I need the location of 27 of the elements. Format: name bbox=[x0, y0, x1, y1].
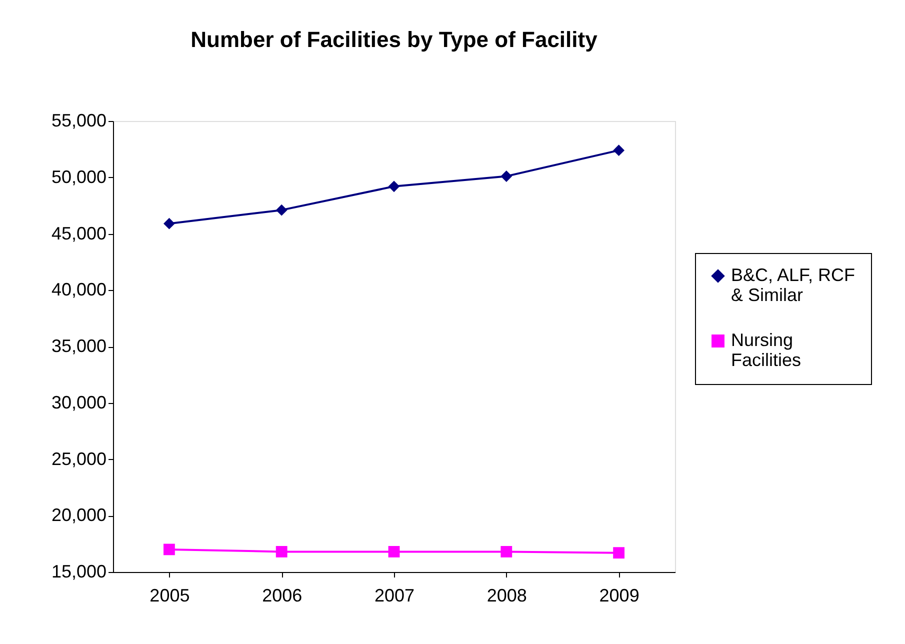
x-tick-label: 2006 bbox=[262, 586, 302, 606]
y-tick-label: 50,000 bbox=[51, 166, 106, 187]
y-tick-label: 20,000 bbox=[51, 505, 106, 526]
x-tick-label: 2007 bbox=[374, 586, 415, 606]
x-tick-label: 2009 bbox=[599, 586, 640, 606]
y-tick-label: 15,000 bbox=[51, 562, 106, 582]
y-tick-label: 25,000 bbox=[51, 448, 106, 469]
point bbox=[164, 544, 175, 556]
y-tick-label: 55,000 bbox=[51, 110, 106, 130]
point bbox=[613, 547, 624, 559]
point bbox=[276, 204, 288, 216]
x-tick-label: 2005 bbox=[150, 586, 190, 606]
point bbox=[164, 218, 175, 230]
x-tick-label: 2008 bbox=[486, 586, 527, 606]
y-tick-label: 45,000 bbox=[51, 223, 106, 244]
legend-label: Nursing Facilities bbox=[731, 330, 802, 370]
legend-label: B&C, ALF, RCF & Similar bbox=[731, 265, 856, 305]
point bbox=[500, 546, 512, 558]
point bbox=[388, 546, 400, 558]
chart-title: Number of Facilities by Type of Facility bbox=[190, 27, 598, 52]
y-tick-label: 40,000 bbox=[51, 280, 106, 300]
point bbox=[613, 144, 624, 156]
point bbox=[276, 546, 288, 558]
y-tick-label: 30,000 bbox=[51, 392, 106, 412]
point bbox=[388, 180, 400, 192]
y-tick-label: 35,000 bbox=[51, 336, 106, 356]
point bbox=[500, 170, 512, 182]
